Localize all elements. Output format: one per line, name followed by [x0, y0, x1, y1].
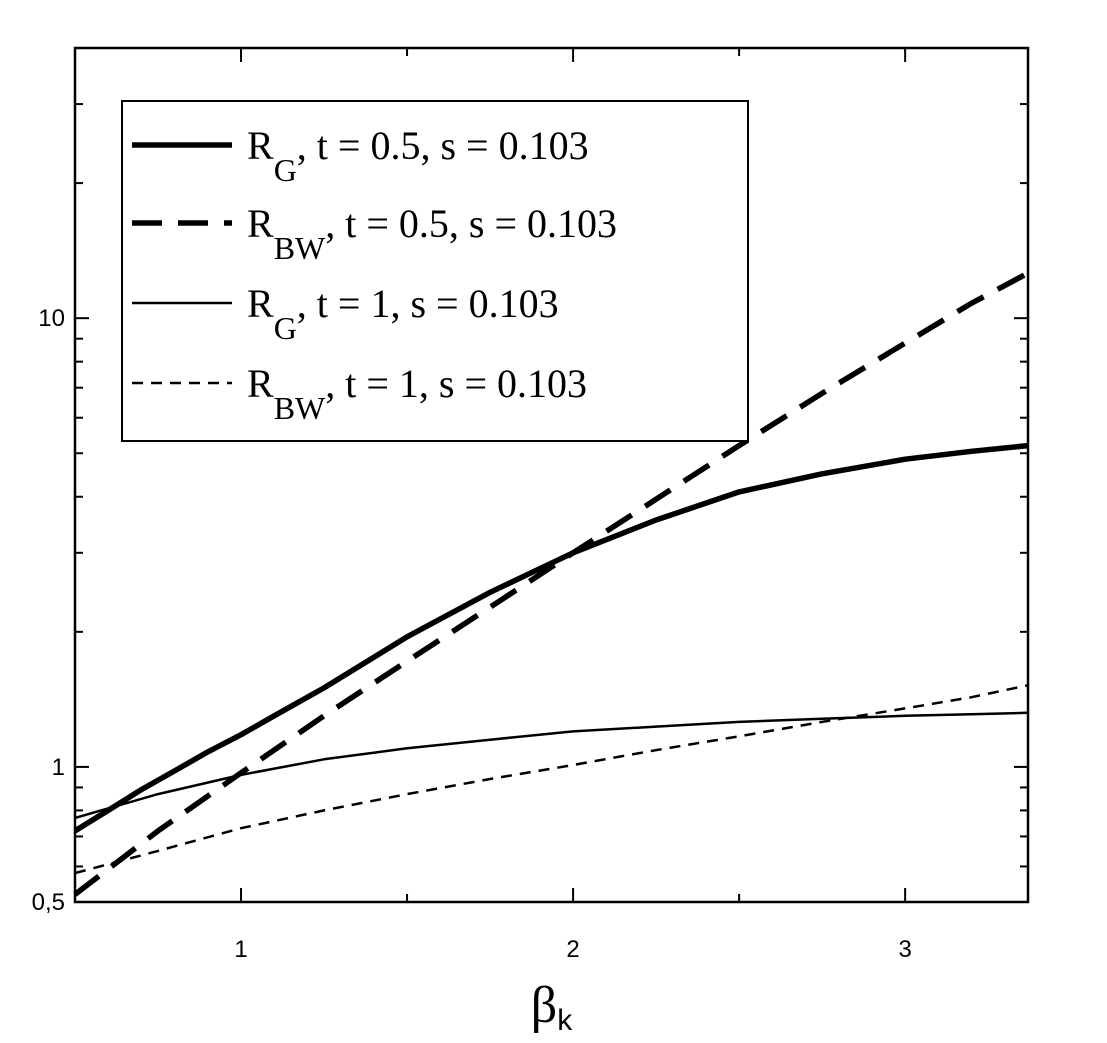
- legend-label-4: RBW, t = 1, s = 0.103: [247, 361, 587, 426]
- ticks-layer: 1 2 3 0,5 1 10: [32, 47, 1028, 963]
- x-tick-label: 1: [234, 936, 247, 963]
- legend: RG, t = 0.5, s = 0.103 RBW, t = 0.5, s = …: [121, 100, 749, 442]
- x-axis-label-sub: k: [557, 1004, 573, 1037]
- y-tick-label: 10: [38, 305, 65, 332]
- x-axis-label: βk: [531, 977, 573, 1037]
- series-line-3: [74, 711, 1029, 820]
- legend-label-3: RG, t = 1, s = 0.103: [247, 281, 559, 346]
- series-layer: [73, 270, 1030, 897]
- legend-label-1: RG, t = 0.5, s = 0.103: [247, 123, 589, 188]
- x-axis-label-main: β: [531, 977, 557, 1034]
- y-tick-label: 1: [52, 754, 65, 781]
- plot-frame: [73, 46, 1030, 904]
- series-line-2: [73, 270, 1030, 897]
- x-tick-label: 3: [898, 936, 911, 963]
- series-line-1: [73, 442, 1029, 834]
- legend-box: [121, 100, 749, 442]
- y-tick-label: 0,5: [32, 889, 65, 916]
- x-tick-label: 2: [566, 936, 579, 963]
- legend-label-2: RBW, t = 0.5, s = 0.103: [247, 201, 617, 266]
- series-line-4: [74, 684, 1029, 875]
